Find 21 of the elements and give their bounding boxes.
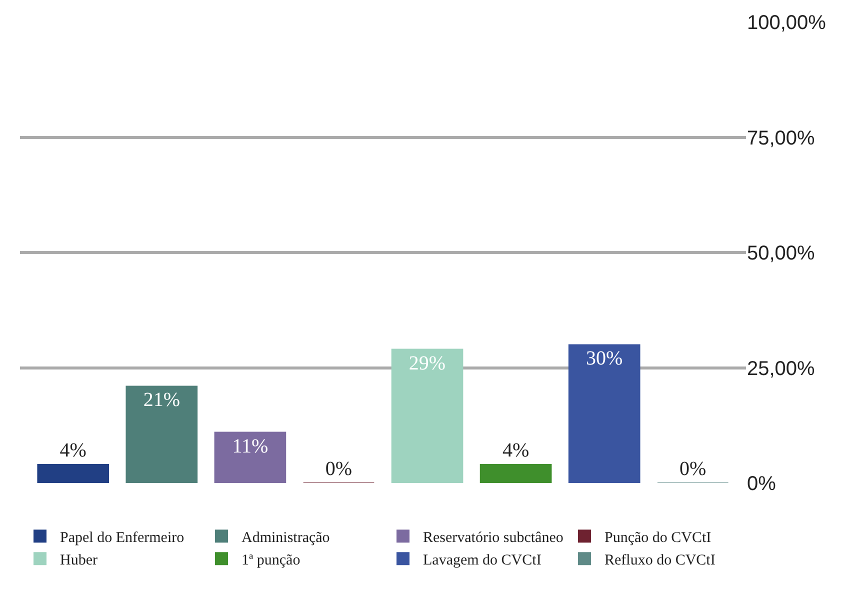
data-label: 21% xyxy=(143,389,180,412)
y-tick-label: 100,00% xyxy=(747,12,826,34)
legend-label: Punção do CVCtI xyxy=(604,530,712,546)
data-label: 0% xyxy=(325,458,352,480)
legend-label: Refluxo do CVCtI xyxy=(604,552,716,568)
y-tick-label: 25,00% xyxy=(747,358,816,380)
y-tick-label: 50,00% xyxy=(747,242,816,264)
legend-label: 1ª punção xyxy=(242,552,300,568)
legend-label: Huber xyxy=(60,552,98,568)
data-label: 29% xyxy=(408,352,446,374)
y-tick-label: 0% xyxy=(747,473,776,495)
legend-label: Papel do Enfermeiro xyxy=(60,530,184,546)
legend-label: Reservatório subctâneo xyxy=(423,530,564,546)
data-label: 4% xyxy=(60,440,86,462)
legend-label: Administração xyxy=(242,530,330,546)
data-label: 4% xyxy=(502,440,530,462)
y-tick-label: 75,00% xyxy=(747,127,816,150)
data-label: 11% xyxy=(232,435,268,458)
legend-label: Lavagem do CVCtI xyxy=(423,552,542,568)
data-label: 0% xyxy=(680,458,706,480)
data-label: 30% xyxy=(586,348,623,370)
